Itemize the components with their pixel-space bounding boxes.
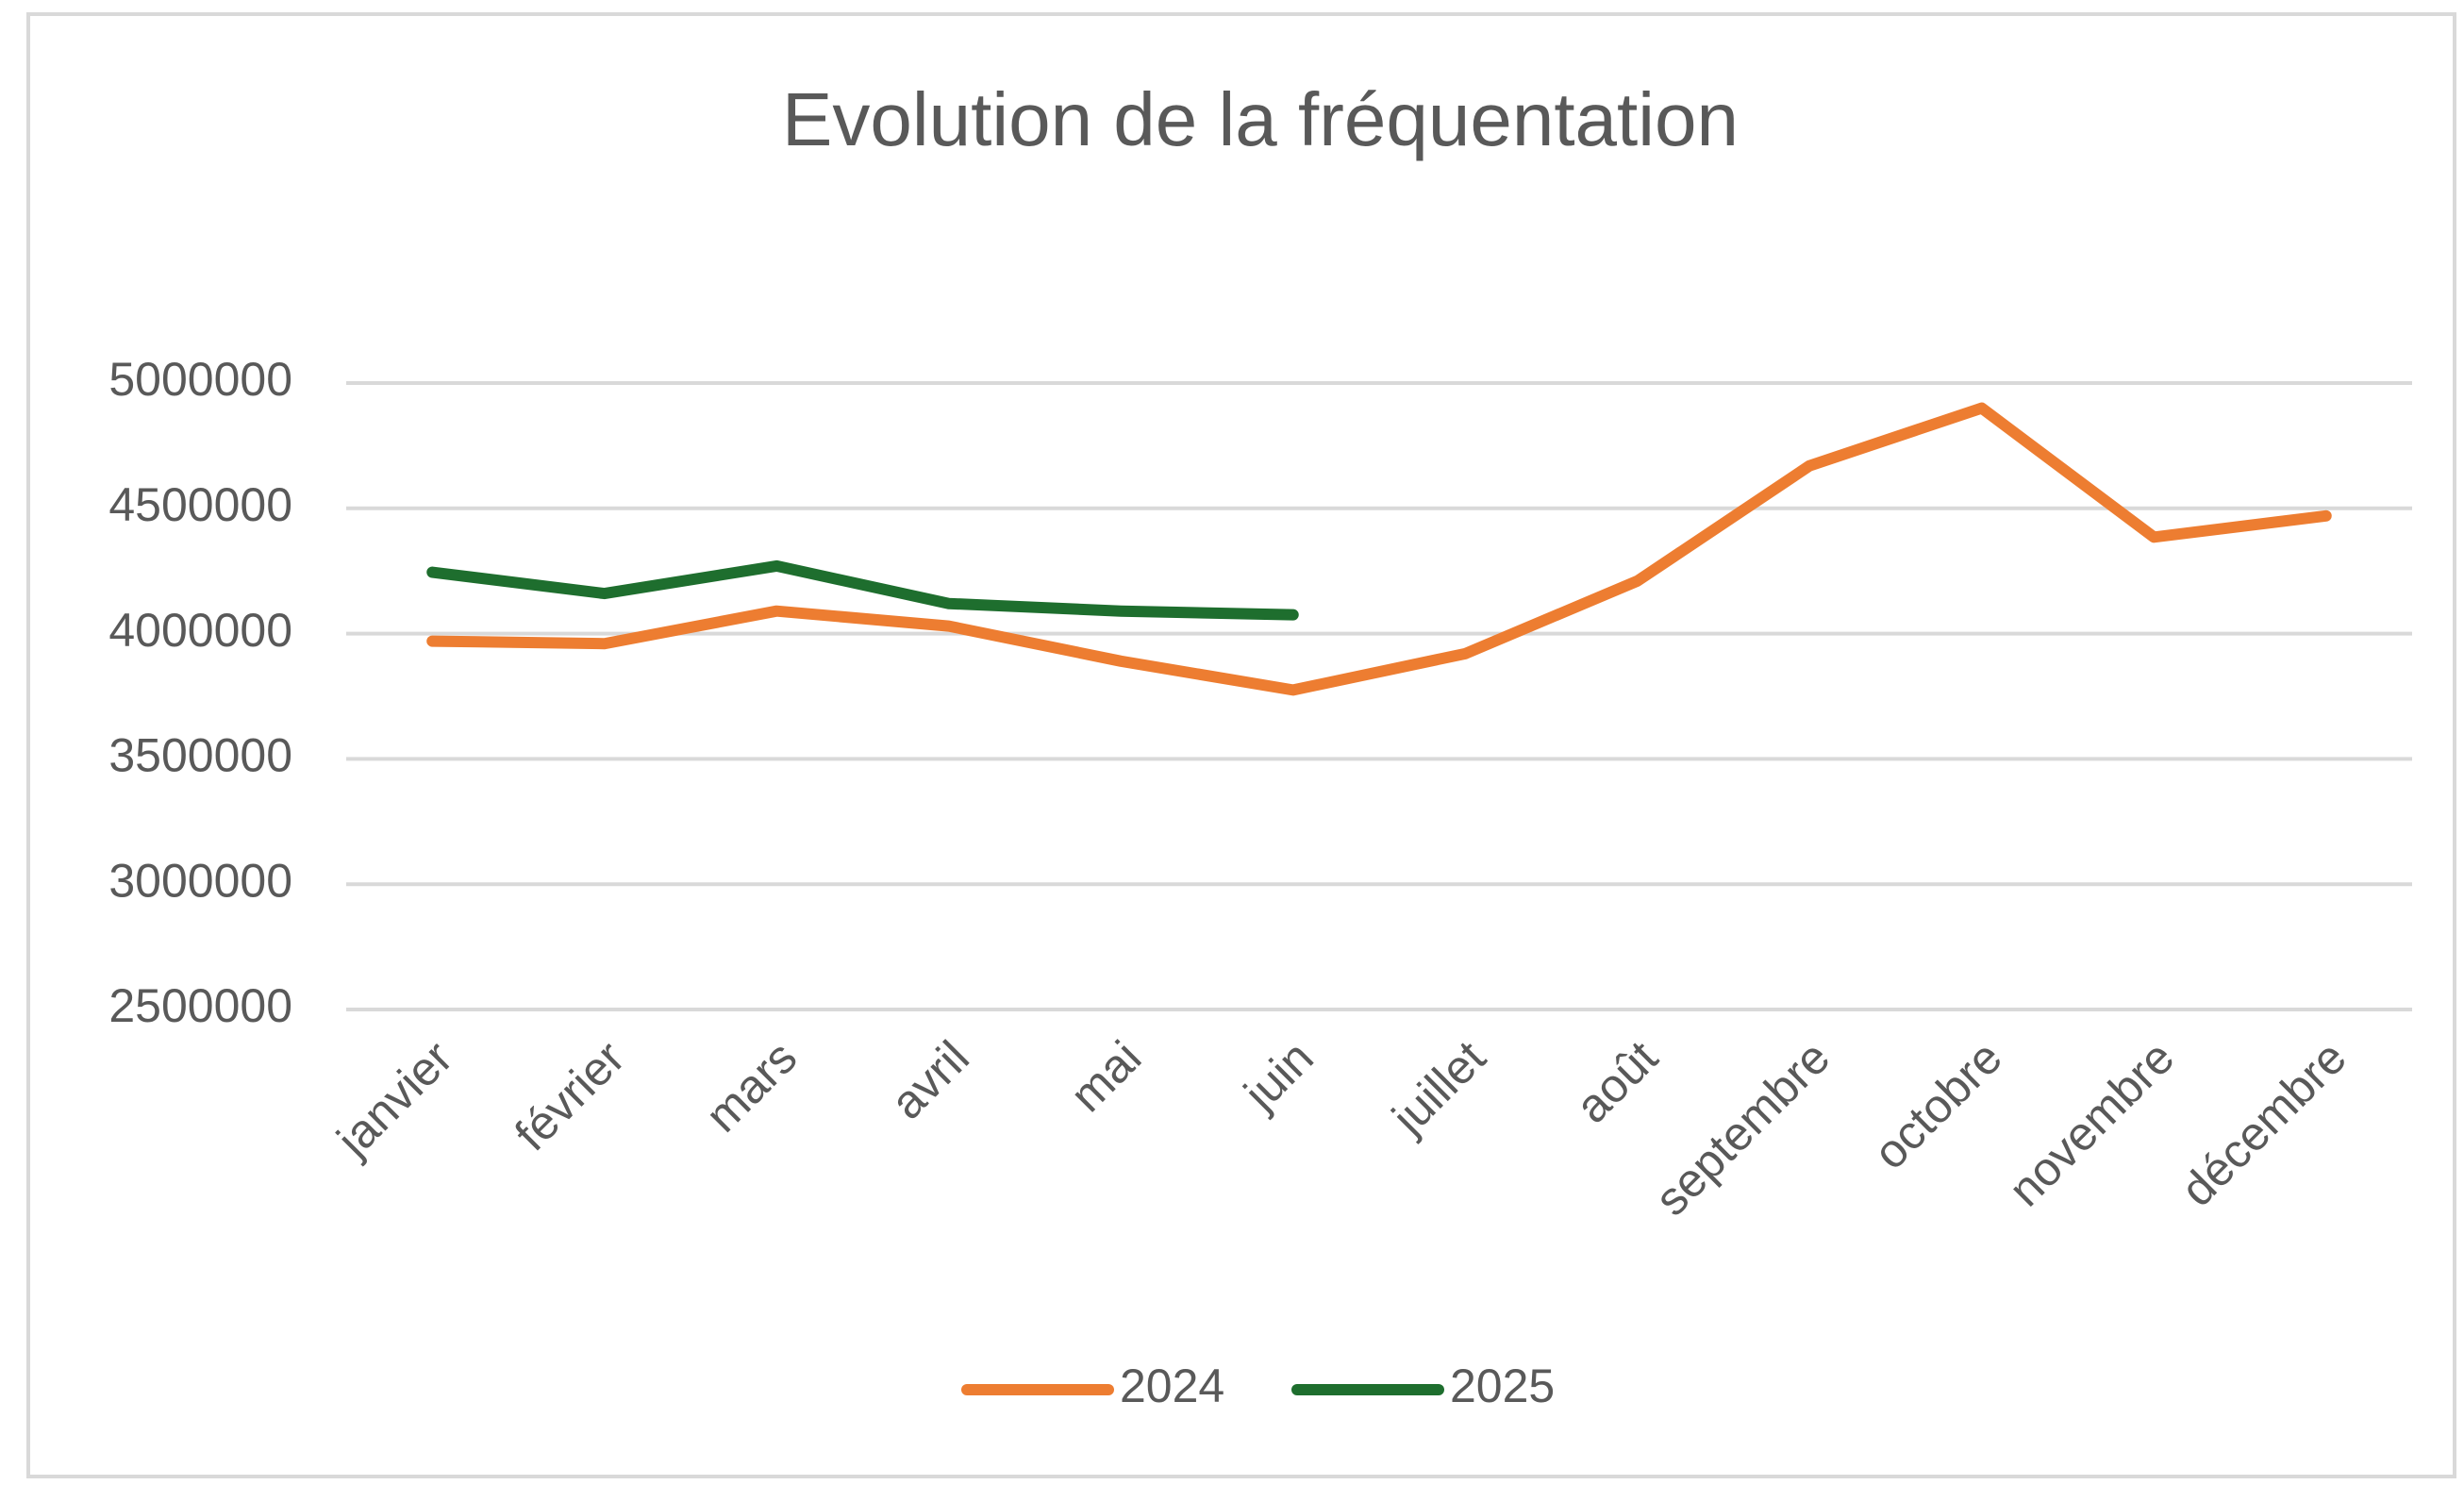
legend-label: 2025	[1450, 1360, 1555, 1412]
y-tick-label: 2500000	[108, 979, 292, 1032]
y-tick-label: 3000000	[108, 854, 292, 907]
series-line	[426, 402, 2332, 696]
legend-label: 2024	[1120, 1360, 1224, 1412]
chart-frame	[26, 12, 2456, 1478]
y-tick-label: 3500000	[108, 729, 292, 782]
chart-title: Evolution de la fréquentation	[782, 77, 1739, 161]
series-line	[426, 559, 1299, 621]
y-tick-label: 4000000	[108, 604, 292, 657]
y-tick-label: 5000000	[108, 353, 292, 406]
y-tick-label: 4500000	[108, 478, 292, 531]
